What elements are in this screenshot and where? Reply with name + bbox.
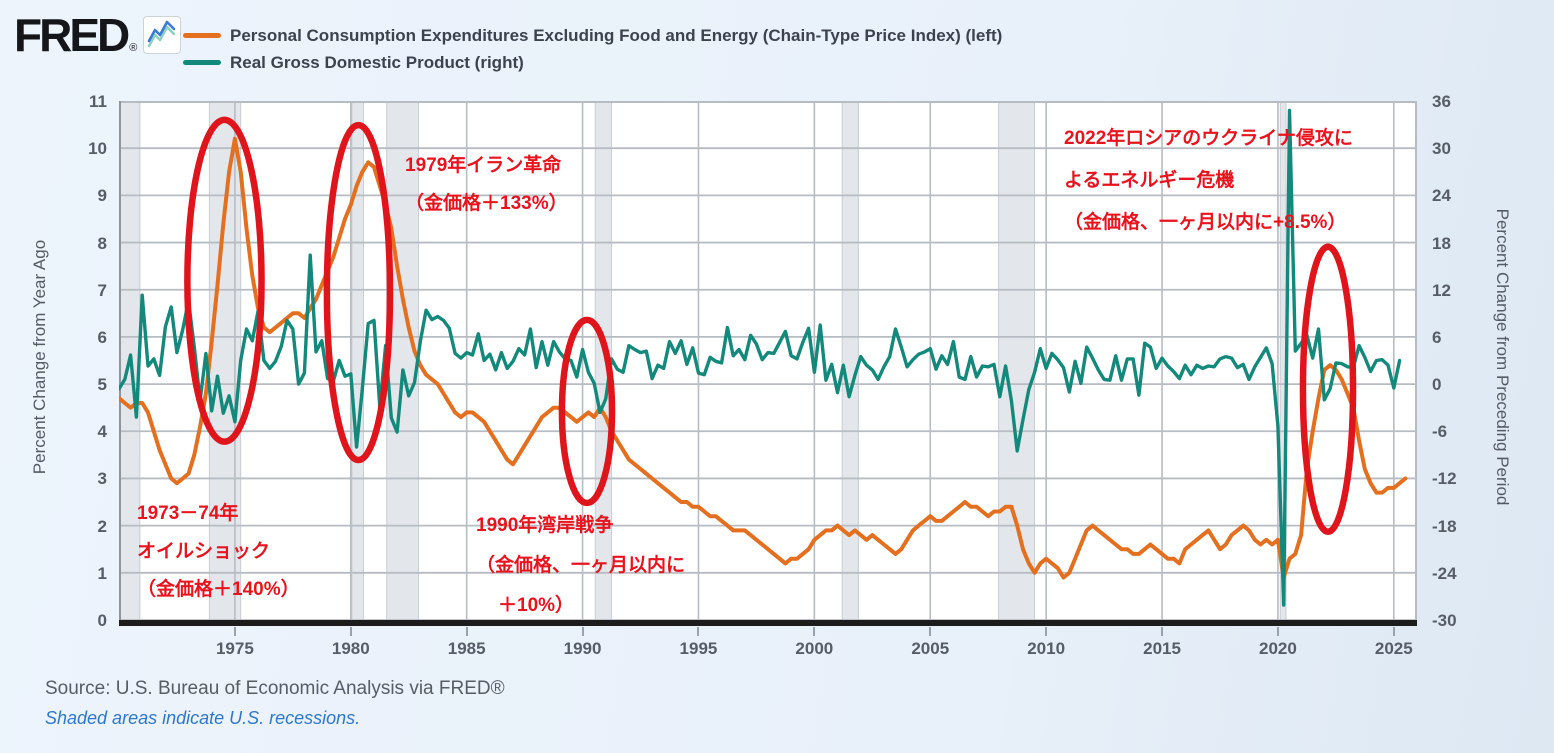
- plot-svg[interactable]: [119, 101, 1417, 626]
- x-tick-mark: [1161, 627, 1164, 636]
- recession-note[interactable]: Shaded areas indicate U.S. recessions.: [45, 708, 361, 728]
- annotation-1973-oil-shock: 1973－74年 オイルショック （金価格＋140%）: [137, 495, 300, 609]
- pce-series-label: Personal Consumption Expenditures Exclud…: [230, 25, 1003, 45]
- chart-legend: Personal Consumption Expenditures Exclud…: [183, 22, 1002, 76]
- recession-band: [998, 101, 1036, 621]
- right-y-tick: -6: [1432, 422, 1448, 442]
- x-tick: 2010: [1027, 639, 1066, 658]
- right-y-tick: 24: [1432, 186, 1451, 206]
- left-y-tick: 10: [88, 139, 107, 159]
- right-y-tick: -18: [1432, 516, 1457, 536]
- x-tick-mark: [1276, 627, 1279, 636]
- annotation-1979-iran-revolution: 1979年イラン革命 （金価格＋133%）: [405, 147, 568, 223]
- x-tick-mark: [1045, 627, 1048, 636]
- left-y-tick: 6: [97, 327, 107, 347]
- x-tick: 1975: [215, 639, 254, 658]
- fred-logo[interactable]: FRED ®: [14, 9, 182, 61]
- x-tick-mark: [233, 627, 236, 636]
- fred-chart-icon: [143, 16, 182, 54]
- left-axis-title: Percent Change from Year Ago: [30, 239, 49, 475]
- highlight-ellipse: [184, 116, 265, 445]
- gdp-series-label: Real Gross Domestic Product (right): [230, 52, 524, 72]
- right-y-tick: -24: [1432, 563, 1457, 583]
- annotation-line: （金価格＋133%）: [405, 193, 568, 214]
- annotation-line: 1990年湾岸戦争: [476, 515, 614, 536]
- x-tick: 2005: [911, 639, 950, 658]
- left-y-tick: 3: [97, 469, 107, 489]
- pce-line: [119, 136, 1408, 580]
- x-axis-line: [119, 620, 1417, 626]
- right-y-tick: 6: [1432, 327, 1442, 347]
- annotation-1990-gulf-war: 1990年湾岸戦争 （金価格、一ヶ月以内に ＋10%）: [476, 506, 685, 626]
- left-y-tick: 11: [89, 92, 107, 111]
- pce-series-swatch: [183, 33, 221, 38]
- highlight-ellipse: [558, 316, 616, 507]
- x-tick: 1980: [331, 639, 370, 658]
- x-tick-mark: [813, 627, 816, 636]
- right-y-tick: 30: [1432, 139, 1451, 159]
- x-tick-mark: [929, 627, 932, 636]
- annotation-line: オイルショック: [137, 541, 271, 562]
- right-y-tick: -30: [1432, 611, 1457, 630]
- left-y-tick: 0: [97, 611, 107, 630]
- x-tick-mark: [349, 627, 352, 636]
- left-y-tick: 5: [97, 375, 107, 395]
- x-tick: 2000: [795, 639, 834, 658]
- x-tick: 2025: [1374, 639, 1413, 658]
- annotation-line: （金価格、一ヶ月以内に: [476, 555, 686, 576]
- fred-logo-text: FRED: [14, 9, 130, 61]
- annotation-line: 1979年イラン革命: [405, 155, 562, 176]
- x-tick: 1990: [563, 639, 602, 658]
- plot-area[interactable]: [119, 101, 1417, 626]
- annotation-line: （金価格、一ヶ月以内に+8.5%）: [1064, 212, 1347, 233]
- fred-logo-registered-mark: ®: [129, 42, 138, 54]
- highlight-ellipse: [1299, 243, 1357, 536]
- left-y-tick: 9: [97, 186, 107, 206]
- legend-item-gdp: Real Gross Domestic Product (right): [183, 49, 1002, 76]
- x-tick: 2015: [1143, 639, 1181, 658]
- legend-item-pce: Personal Consumption Expenditures Exclud…: [183, 22, 1002, 49]
- annotation-line: ＋10%）: [498, 595, 575, 616]
- left-y-tick: 2: [97, 516, 107, 536]
- left-y-tick: 4: [97, 422, 107, 442]
- right-y-tick: 12: [1432, 280, 1451, 300]
- x-tick: 1995: [679, 639, 718, 658]
- x-tick-mark: [1392, 627, 1395, 636]
- x-tick: 2020: [1259, 639, 1297, 658]
- x-tick-mark: [581, 627, 584, 636]
- recession-band: [841, 101, 859, 621]
- left-y-tick: 8: [97, 233, 107, 253]
- left-y-tick: 7: [97, 280, 107, 300]
- x-tick: 1985: [447, 639, 486, 658]
- annotation-line: 2022年ロシアのウクライナ侵攻に: [1064, 128, 1353, 149]
- right-y-tick: 36: [1432, 92, 1451, 111]
- left-y-tick: 1: [97, 563, 107, 583]
- source-text: Source: U.S. Bureau of Economic Analysis…: [45, 678, 505, 699]
- gdp-series-swatch: [183, 60, 221, 65]
- highlight-ellipse: [323, 121, 394, 464]
- annotation-line: よるエネルギー危機: [1064, 170, 1235, 191]
- x-tick-mark: [465, 627, 468, 636]
- right-y-tick: 0: [1432, 375, 1442, 395]
- annotation-2022-ukraine-invasion: 2022年ロシアのウクライナ侵攻に よるエネルギー危機 （金価格、一ヶ月以内に+…: [1064, 118, 1353, 244]
- annotation-line: （金価格＋140%）: [137, 579, 300, 600]
- right-y-tick: 18: [1432, 233, 1451, 253]
- annotation-line: 1973－74年: [137, 503, 239, 524]
- right-axis-title: Percent Change from Preceding Period: [1493, 208, 1512, 506]
- right-y-tick: -12: [1432, 469, 1457, 489]
- x-tick-mark: [697, 627, 700, 636]
